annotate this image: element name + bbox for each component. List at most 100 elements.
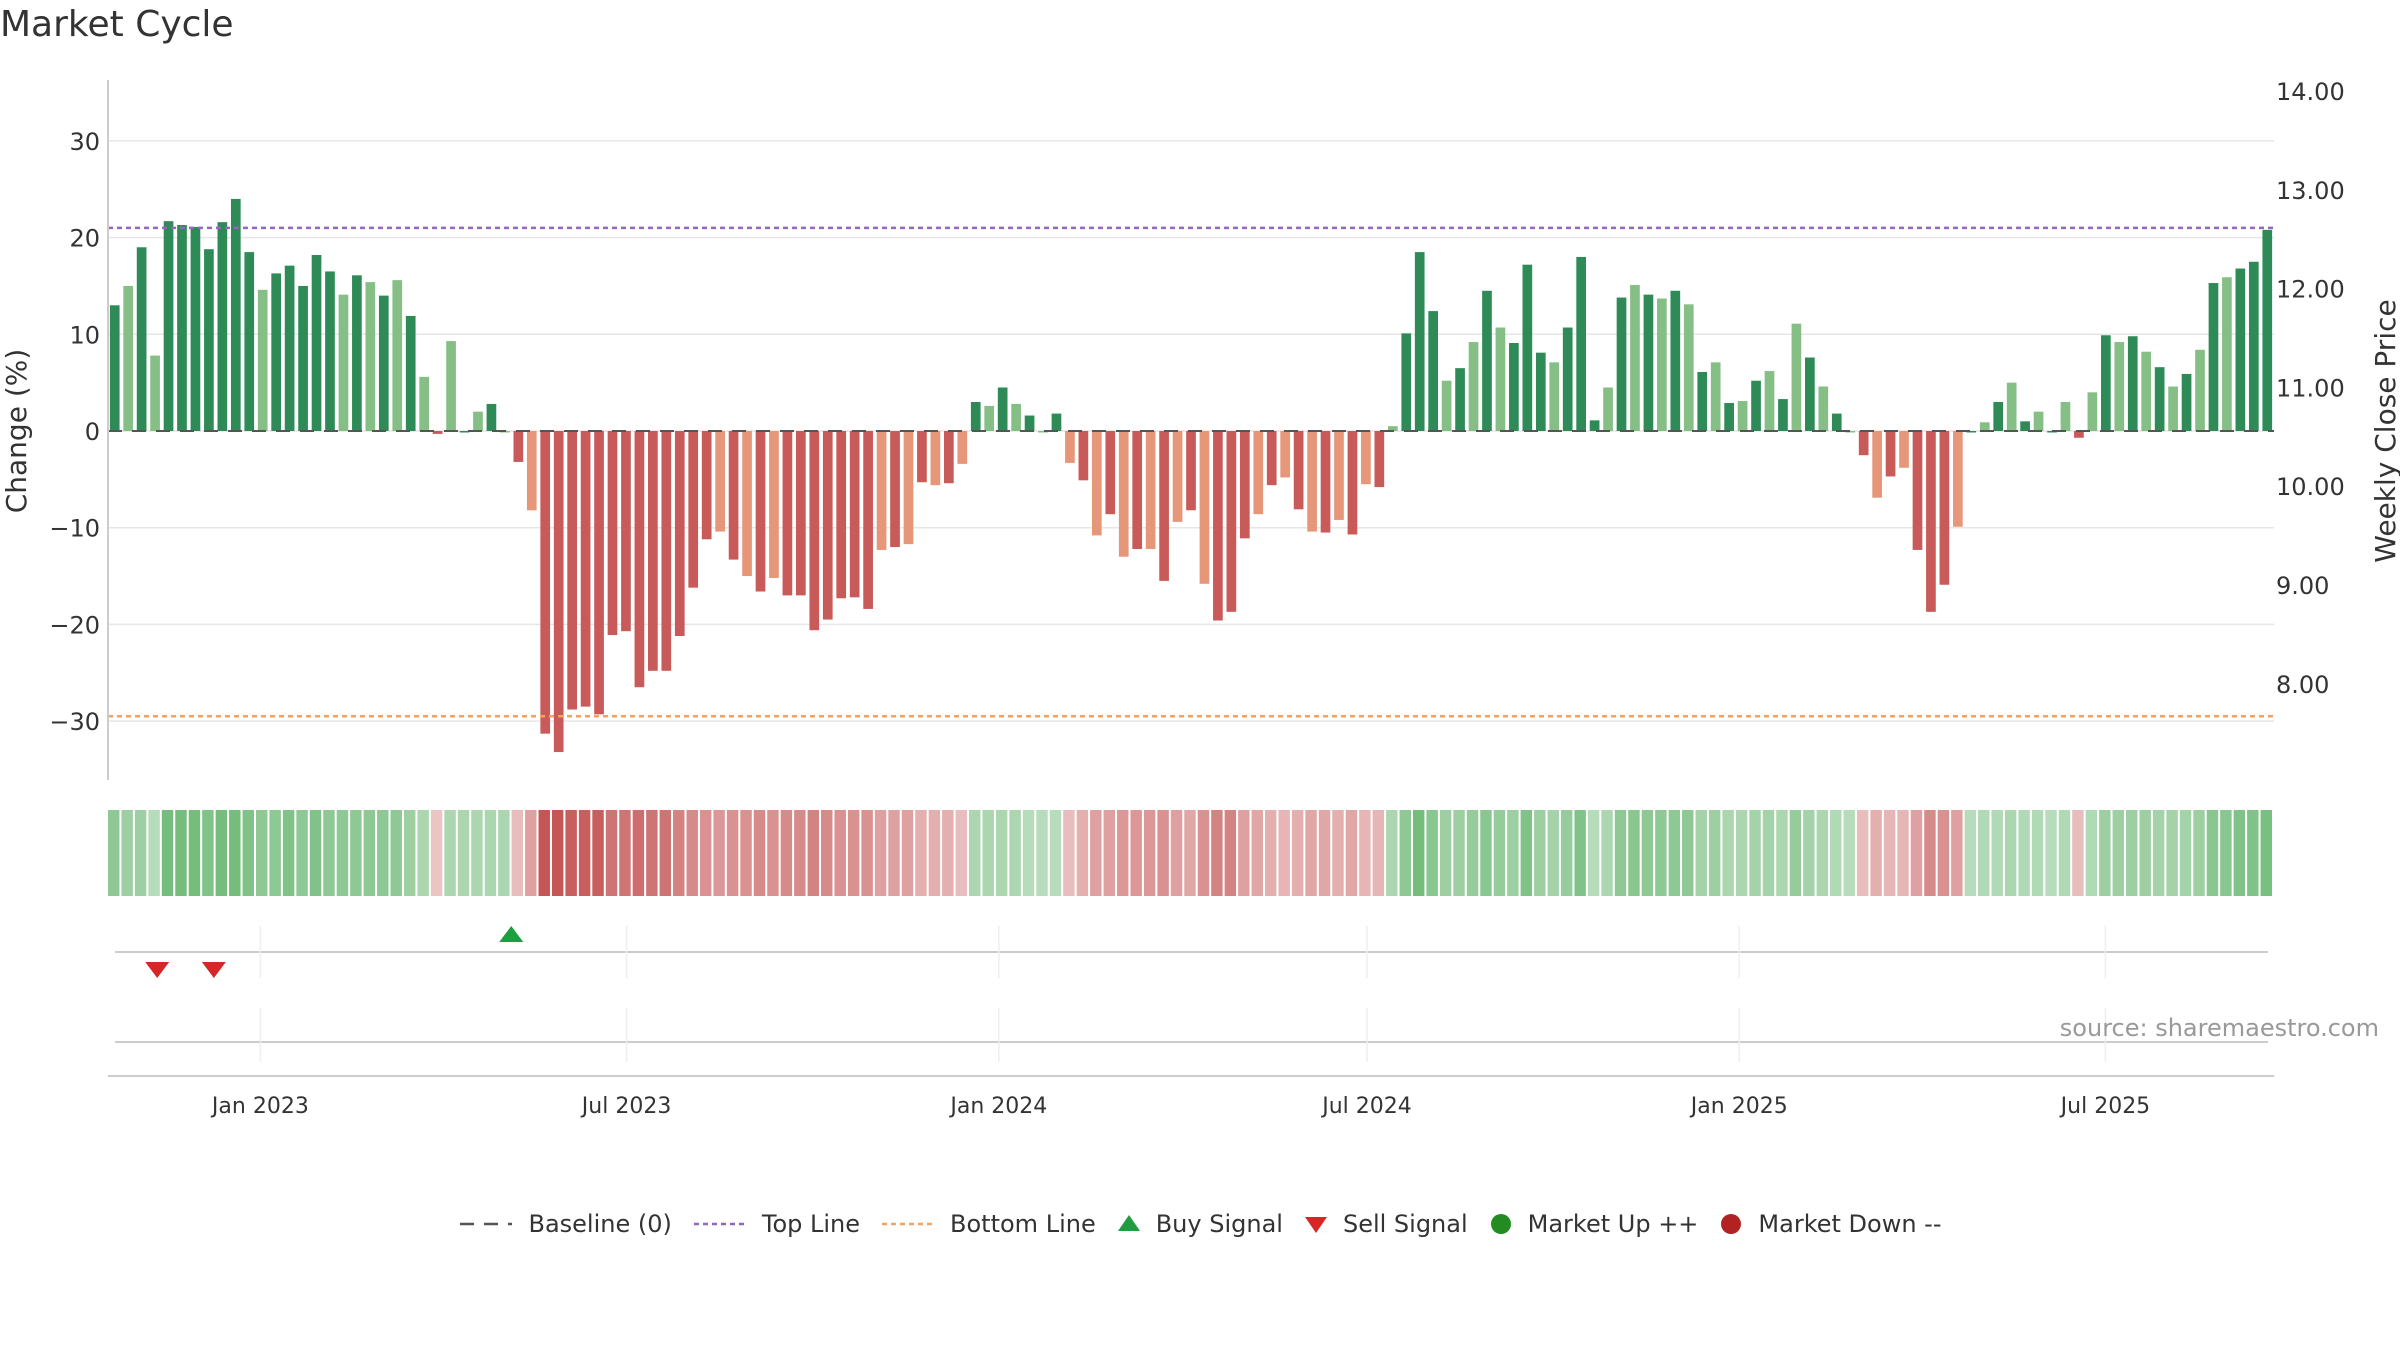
change-bar [271, 273, 282, 431]
strip-cell [2139, 810, 2151, 896]
strip-cell [1668, 810, 1681, 896]
y-tick-label: 0 [85, 418, 100, 446]
strip-cell [1332, 810, 1344, 896]
strip-cell [1439, 810, 1452, 896]
market-cycle-chart: 30 20 10 0 −10 −20 −30 14.00 13.00 12.00 11.00 10.0… [0, 78, 2400, 1119]
chart-title: Market Cycle [0, 4, 234, 45]
change-bar [1858, 431, 1869, 456]
strip-cell [1897, 810, 1909, 896]
strip-cell [1910, 810, 1923, 896]
strip-cell [1318, 810, 1331, 896]
strip-cell [1883, 810, 1896, 896]
change-bar [392, 280, 403, 431]
change-bar [513, 431, 524, 462]
legend-item-top[interactable]: Top Line [692, 1210, 860, 1238]
legend-item-bottom[interactable]: Bottom Line [880, 1210, 1096, 1238]
legend-item-buy[interactable]: Buy Signal [1116, 1210, 1283, 1238]
strip-cell [1305, 810, 1317, 896]
change-bar [136, 247, 147, 431]
change-bar [674, 431, 685, 636]
strip-cell [1520, 810, 1533, 896]
change-bar [1939, 431, 1950, 585]
change-bar [2020, 421, 2030, 431]
strip-cell [2045, 810, 2057, 896]
change-bar [230, 198, 241, 431]
change-bar [1347, 431, 1358, 535]
change-bar [1482, 290, 1492, 431]
strip-cell [1345, 810, 1358, 896]
strip-cell [1103, 810, 1115, 896]
change-bar [1710, 362, 1721, 431]
strip-cell [995, 810, 1008, 896]
legend-item-sell[interactable]: Sell Signal [1303, 1210, 1468, 1238]
sell-signal-marker [201, 962, 226, 978]
y2-tick-label: 14.00 [2276, 78, 2345, 106]
strip-cell [2152, 810, 2165, 896]
change-bar [338, 294, 349, 431]
strip-cell [847, 810, 860, 896]
strip-cell [108, 810, 120, 896]
y-tick-label: 30 [69, 128, 100, 156]
change-bar [661, 431, 672, 671]
circle-icon [1490, 1214, 1511, 1234]
strip-cell [1991, 810, 2003, 896]
legend-item-mdown[interactable]: Market Down -- [1718, 1210, 1942, 1238]
strip-cell [740, 810, 752, 896]
strip-cell [592, 810, 604, 896]
triangle-up-icon [1117, 1215, 1140, 1231]
change-bar [1118, 431, 1129, 557]
strip-cell [915, 810, 927, 896]
sell-signal-marker [145, 962, 170, 978]
change-bar [257, 289, 268, 431]
strip-cell [1090, 810, 1102, 896]
change-bar [1603, 387, 1613, 431]
change-bar [997, 387, 1008, 431]
legend-item-baseline[interactable]: Baseline (0) [458, 1210, 672, 1238]
change-bar [1576, 256, 1586, 431]
strip-cell [1507, 810, 1519, 896]
intensity-strip [108, 810, 2272, 896]
change-bar [2074, 431, 2084, 438]
y2-tick-label: 9.00 [2276, 572, 2329, 600]
strip-cell [255, 810, 268, 896]
change-bar [1845, 431, 1856, 433]
change-bar [607, 431, 618, 636]
strip-cell [1547, 810, 1559, 896]
change-bar [2195, 349, 2205, 431]
dotted-line-icon [693, 1222, 746, 1226]
change-bar [876, 431, 887, 550]
change-bar [1589, 420, 1600, 431]
change-bar [1683, 304, 1694, 431]
strip-cell [699, 810, 712, 896]
strip-cell [148, 810, 160, 896]
strip-cell [969, 810, 981, 896]
change-bar [1401, 333, 1412, 431]
x-tick-label: Jan 2025 [1689, 1094, 1788, 1119]
strip-cell [1009, 810, 1021, 896]
strip-cell [2193, 810, 2205, 896]
strip-cell [1964, 810, 1977, 896]
strip-cell [1493, 810, 1506, 896]
strip-cell [1211, 810, 1223, 896]
strip-cell [390, 810, 402, 896]
axes: 30 20 10 0 −10 −20 −30 14.00 13.00 12.00 11.00 10.0… [0, 78, 2400, 780]
change-bars [109, 198, 2273, 753]
strip-cell [175, 810, 187, 896]
change-bar [432, 431, 443, 434]
change-bar [1320, 431, 1331, 533]
legend-label: Top Line [761, 1210, 861, 1238]
strip-cell [309, 810, 322, 896]
strip-cell [1641, 810, 1654, 896]
strip-cell [444, 810, 456, 896]
change-bar [1818, 386, 1829, 431]
change-bar [1831, 413, 1842, 431]
strip-cell [1856, 810, 1869, 896]
change-bar [769, 431, 779, 578]
y2-tick-label: 11.00 [2276, 374, 2345, 402]
legend-item-mup[interactable]: Market Up ++ [1488, 1210, 1698, 1238]
change-bar [1361, 431, 1371, 485]
change-bar [1387, 426, 1398, 431]
change-bar [217, 222, 228, 431]
y2-tick-label: 8.00 [2276, 671, 2329, 699]
y-tick-label: 20 [69, 225, 100, 253]
